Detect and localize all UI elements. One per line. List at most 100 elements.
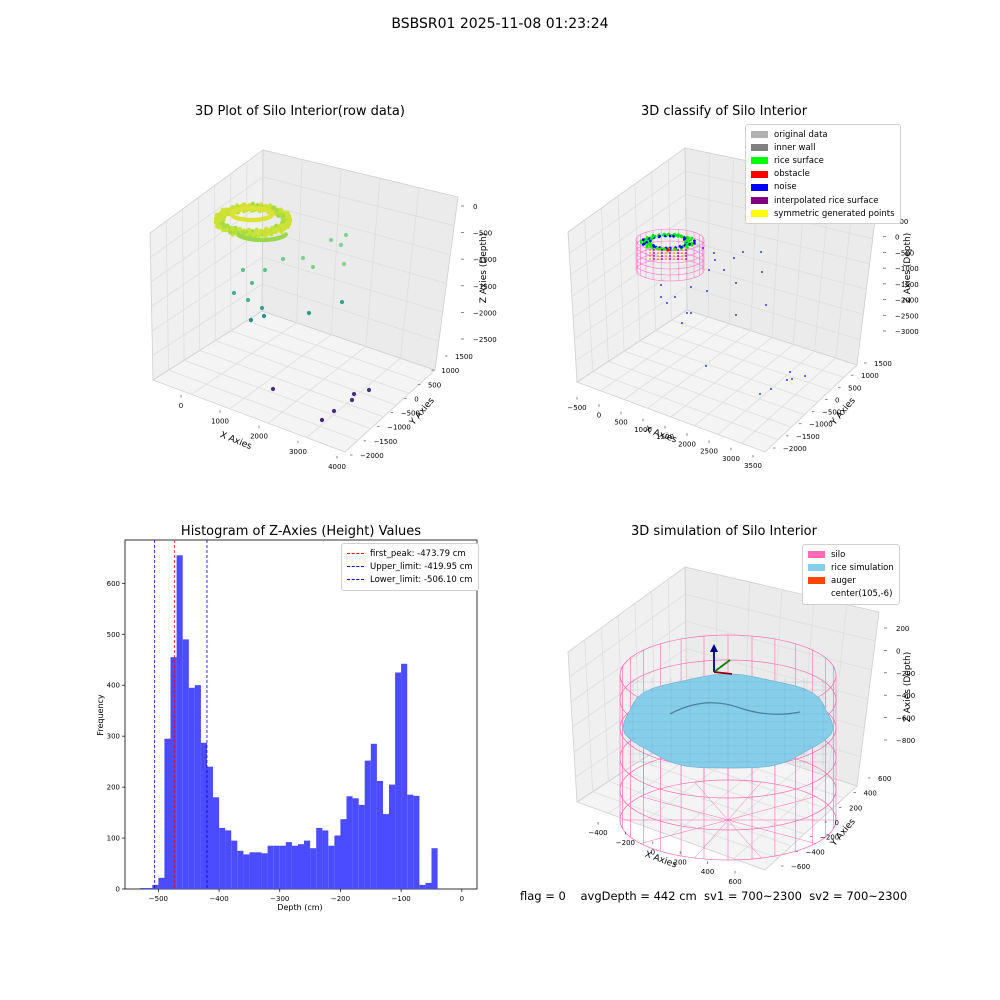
histogram-bar [146, 888, 153, 889]
histogram-bar [158, 877, 165, 889]
interpolated-point [665, 258, 667, 260]
tick-label: 0 [895, 234, 899, 242]
auger-axis-x [713, 671, 733, 675]
y-tick-label: 600 [107, 580, 120, 588]
tick-label: −2500 [473, 336, 497, 344]
histogram-bar [255, 852, 262, 889]
legend-inner-wall: inner wall [751, 141, 895, 154]
histogram-bar [188, 687, 195, 889]
interpolated-point [681, 252, 683, 254]
tick-label: −200 [820, 834, 839, 842]
tick-label: −400 [588, 829, 607, 837]
tick-label: 3000 [722, 455, 740, 463]
data-point [270, 386, 276, 392]
histogram-legend: first_peak: -473.79 cm Upper_limit: -419… [341, 543, 479, 591]
rice-point [687, 240, 691, 243]
x-tick-label: 0 [460, 895, 464, 903]
plot2-3d-classify: −500050010001500200025003000350015001000… [567, 147, 919, 470]
histogram-y-axis-label: Frequency [96, 694, 105, 736]
tick-label: 1500 [455, 353, 473, 361]
histogram-x-axis-label: Depth (cm) [277, 903, 322, 912]
plot4-title: 3D simulation of Silo Interior [631, 524, 817, 539]
legend-silo: silo [808, 548, 894, 561]
noise-point [674, 296, 676, 298]
data-point [219, 220, 225, 226]
tick-label: −500 [401, 410, 420, 418]
figure-title: BSBSR01 2025-11-08 01:23:24 [391, 16, 609, 32]
legend-swatch [751, 210, 768, 218]
histogram-bar [225, 830, 232, 889]
data-point [280, 256, 286, 262]
tick-label: −1000 [895, 265, 919, 273]
data-point [223, 207, 229, 212]
grid-line [575, 286, 861, 361]
tick-label: 1500 [874, 360, 892, 368]
tick-label: 0 [473, 203, 477, 211]
rice-point [672, 234, 675, 238]
legend-label: rice simulation [831, 562, 894, 573]
interpolated-point [669, 249, 671, 251]
legend-center: center(105,-6) [808, 588, 894, 601]
rice-point [690, 243, 694, 247]
legend-swatch [751, 131, 768, 139]
rice-point [644, 237, 647, 241]
noise-point [702, 247, 704, 249]
tick-label: 2000 [678, 440, 696, 448]
tick-label: −500 [822, 409, 841, 417]
data-point [366, 387, 372, 393]
noise-point [742, 251, 744, 253]
histogram-bar [358, 804, 365, 889]
noise-point [735, 282, 737, 284]
legend-label: original data [774, 129, 828, 140]
interpolated-point [673, 255, 675, 257]
histogram-bar [395, 672, 402, 889]
tick-label: −2000 [473, 309, 497, 317]
tick-label: −1500 [895, 281, 919, 289]
data-point [310, 264, 316, 270]
histogram-bar [431, 848, 438, 889]
plot1-title: 3D Plot of Silo Interior(row data) [195, 104, 405, 119]
tick-label: −1500 [796, 433, 820, 441]
histogram-bar [231, 840, 238, 889]
histogram-bar [364, 760, 371, 889]
data-point [280, 224, 286, 229]
legend-noise: noise [751, 181, 895, 194]
legend-label: rice surface [774, 155, 824, 166]
x-tick-label: −200 [331, 895, 350, 903]
histogram-bar [267, 845, 274, 889]
tick-label: −2500 [895, 312, 919, 320]
tick-label: 200 [674, 858, 687, 866]
interpolated-point [661, 258, 663, 260]
noise-point [770, 388, 772, 390]
rice-point [684, 239, 688, 243]
tick-label: −500 [567, 404, 586, 412]
data-point [240, 267, 246, 273]
legend-label: auger [831, 575, 856, 586]
rice-point [693, 239, 696, 243]
rice-point [651, 234, 655, 237]
legend-label: Lower_limit: -506.10 cm [370, 574, 473, 585]
tick-label: −600 [791, 863, 810, 871]
silo-base-spoke [640, 796, 729, 821]
tick-label: −2000 [895, 297, 919, 305]
tick-label: −2000 [360, 452, 384, 460]
tick-label: −1500 [374, 438, 398, 446]
data-point [319, 417, 325, 423]
data-point [274, 208, 279, 213]
histogram-bar [376, 781, 383, 889]
plot1-axes-box [149, 149, 459, 453]
interpolated-point [677, 255, 679, 257]
legend-obstacle: obstacle [751, 168, 895, 181]
rice-point [645, 236, 649, 239]
histogram-bar [182, 639, 189, 889]
silo-base-spoke [727, 819, 816, 844]
legend-first-peak: first_peak: -473.79 cm [347, 547, 473, 560]
interpolated-point [657, 249, 659, 251]
noise-point [708, 269, 710, 271]
tick-label: −1000 [473, 256, 497, 264]
rice-point [658, 234, 662, 238]
interpolated-point [653, 249, 655, 251]
plot1-points [213, 201, 372, 423]
interpolated-point [685, 249, 687, 251]
legend-swatch [808, 551, 825, 559]
